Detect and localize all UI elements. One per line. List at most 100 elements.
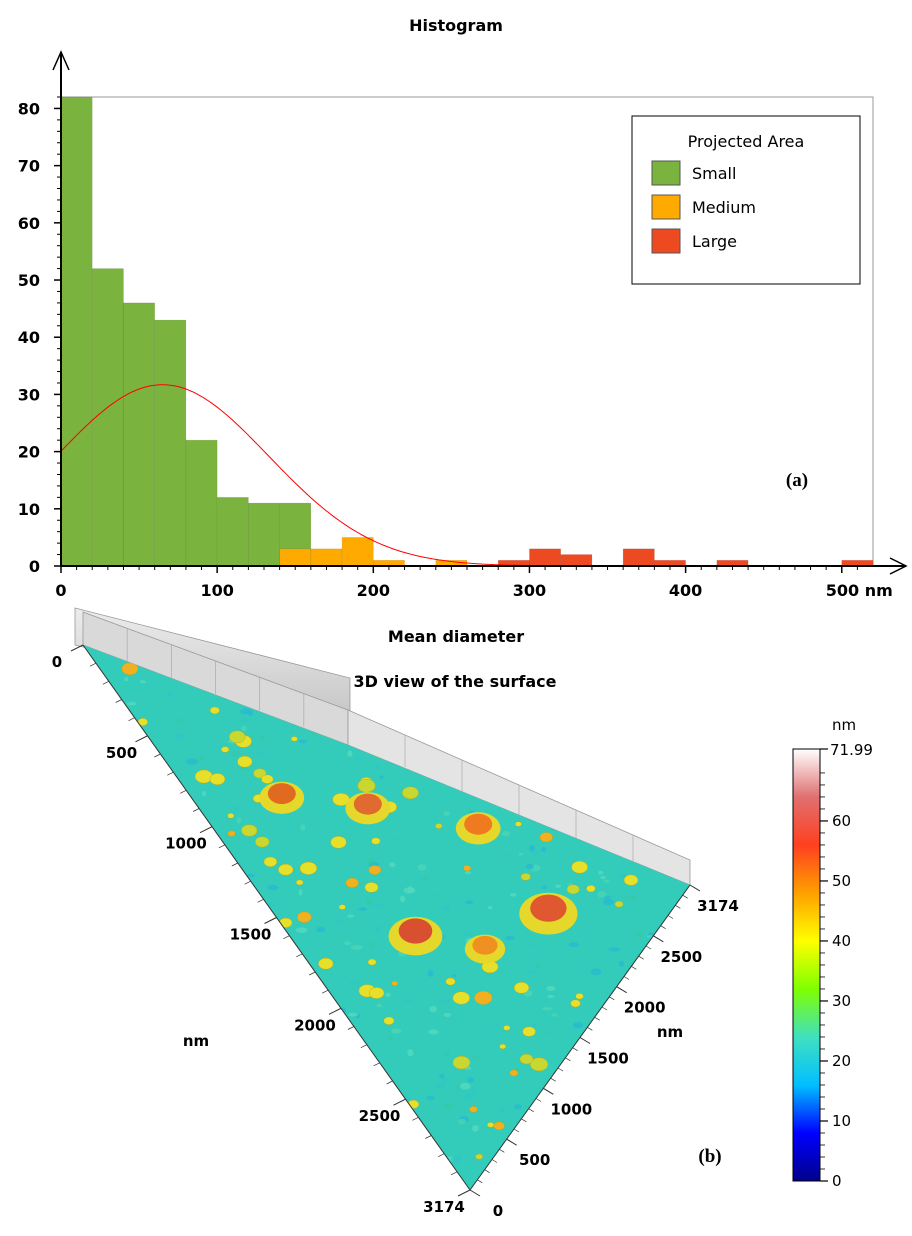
surface-y-minor-tick bbox=[645, 945, 652, 950]
x-tick-label-300: 300 bbox=[513, 581, 546, 600]
x-tick-label-100: 100 bbox=[200, 581, 233, 600]
surface-y-minor-tick bbox=[667, 915, 674, 919]
surface-texture-dot bbox=[222, 349, 233, 355]
surface-particle bbox=[299, 615, 317, 628]
surface-texture-dot bbox=[525, 863, 535, 870]
surface-texture-dot bbox=[569, 748, 578, 753]
surface-texture-dot bbox=[317, 493, 323, 496]
surface-particle bbox=[487, 1122, 495, 1128]
surface-texture-dot bbox=[500, 1107, 506, 1113]
surface-y-minor-tick bbox=[543, 1088, 549, 1092]
surface-texture-dot bbox=[348, 1051, 356, 1058]
surface-texture-dot bbox=[518, 852, 524, 856]
surface-particle bbox=[429, 611, 442, 621]
surface-texture-dot bbox=[374, 405, 383, 410]
bar-large-300 bbox=[529, 548, 561, 567]
surface-texture-dot bbox=[460, 619, 465, 626]
surface-x-minor-tick bbox=[438, 1153, 445, 1157]
surface-particle bbox=[527, 778, 540, 788]
surface-x-minor-tick bbox=[296, 953, 303, 958]
surface-texture-dot bbox=[242, 402, 254, 407]
surface-texture-dot bbox=[180, 571, 192, 578]
surface-particle bbox=[237, 755, 253, 768]
surface-texture-dot bbox=[544, 1030, 549, 1036]
surface-particle bbox=[320, 466, 335, 477]
surface-texture-dot bbox=[437, 523, 442, 528]
surface-texture-dot bbox=[376, 389, 381, 394]
surface-x-minor-tick bbox=[321, 989, 329, 994]
surface-texture-dot bbox=[230, 482, 239, 485]
surface-texture-dot bbox=[568, 942, 580, 947]
surface-texture-dot bbox=[212, 604, 220, 609]
surface-texture-dot bbox=[268, 902, 275, 908]
surface-y-minor-tick bbox=[682, 894, 688, 899]
surface-texture-dot bbox=[501, 1175, 509, 1181]
surface-texture-dot bbox=[225, 636, 234, 641]
surface-particle bbox=[469, 592, 483, 603]
surface-texture-dot bbox=[556, 689, 562, 693]
surface-large-particle bbox=[530, 894, 567, 922]
surface-particle bbox=[354, 601, 363, 607]
surface-texture-dot bbox=[266, 424, 270, 428]
surface-texture-dot bbox=[697, 843, 701, 847]
surface-texture-dot bbox=[389, 862, 396, 868]
surface-texture-dot bbox=[333, 505, 339, 509]
surface-particle bbox=[263, 856, 278, 867]
surface-texture-dot bbox=[409, 721, 415, 726]
surface-texture-dot bbox=[526, 601, 531, 607]
surface-particle bbox=[339, 428, 348, 435]
surface-texture-dot bbox=[530, 1115, 538, 1122]
surface-texture-dot bbox=[388, 1035, 393, 1042]
surface-texture-dot bbox=[365, 898, 372, 905]
surface-particle bbox=[318, 535, 326, 541]
surface-large-particle bbox=[464, 813, 493, 835]
surface-y-minor-tick bbox=[513, 1128, 520, 1133]
surface-texture-dot bbox=[450, 1156, 462, 1164]
surface-texture-dot bbox=[388, 411, 396, 417]
surface-texture-dot bbox=[657, 796, 662, 804]
surface-particle bbox=[221, 746, 230, 753]
surface-texture-dot bbox=[526, 942, 533, 946]
surface-texture-dot bbox=[353, 515, 363, 521]
surface-texture-dot bbox=[590, 968, 602, 976]
surface-texture-dot bbox=[505, 710, 512, 717]
surface-particle bbox=[371, 837, 381, 845]
surface-texture-dot bbox=[400, 1127, 410, 1131]
colorbar-tick-label-30: 30 bbox=[832, 992, 851, 1010]
x-tick-label-200: 200 bbox=[357, 581, 390, 600]
surface-x-minor-tick bbox=[360, 1044, 367, 1048]
bar-small-60 bbox=[154, 319, 187, 567]
surface-x-minor-tick bbox=[89, 662, 97, 667]
surface-particle bbox=[509, 1069, 519, 1077]
surface-large-particle bbox=[267, 783, 296, 805]
surface-particle bbox=[296, 879, 304, 886]
surface-texture-dot bbox=[336, 919, 345, 923]
surface-particle bbox=[209, 773, 226, 785]
surface-y-tick bbox=[689, 884, 701, 892]
surface-y-minor-tick bbox=[675, 905, 681, 909]
surface-y-tick-label-0: 0 bbox=[493, 1202, 503, 1220]
surface-texture-dot bbox=[260, 358, 270, 362]
surface-y-minor-tick bbox=[616, 986, 622, 990]
surface-texture-dot bbox=[646, 935, 654, 938]
surface-particle bbox=[586, 884, 596, 893]
surface-texture-dot bbox=[365, 858, 376, 864]
surface-texture-dot bbox=[431, 539, 437, 543]
surface-x-axis-label: nm bbox=[183, 1032, 209, 1050]
surface-particle bbox=[278, 863, 294, 876]
surface-texture-dot bbox=[544, 778, 555, 782]
surface-texture-dot bbox=[261, 909, 270, 915]
surface-particle bbox=[227, 813, 235, 819]
surface-texture-dot bbox=[73, 589, 81, 596]
surface-particle bbox=[203, 602, 211, 608]
surface-texture-dot bbox=[171, 603, 175, 607]
surface-particle bbox=[321, 415, 329, 421]
surface-texture-dot bbox=[222, 471, 227, 475]
surface-large-particle bbox=[472, 935, 498, 955]
surface-texture-dot bbox=[468, 1123, 473, 1130]
surface-particle bbox=[570, 999, 581, 1008]
surface-texture-dot bbox=[555, 884, 562, 888]
surface-particle bbox=[419, 604, 430, 612]
legend: Projected Area Small Medium Large bbox=[631, 115, 861, 285]
surface-texture-dot bbox=[528, 969, 538, 975]
